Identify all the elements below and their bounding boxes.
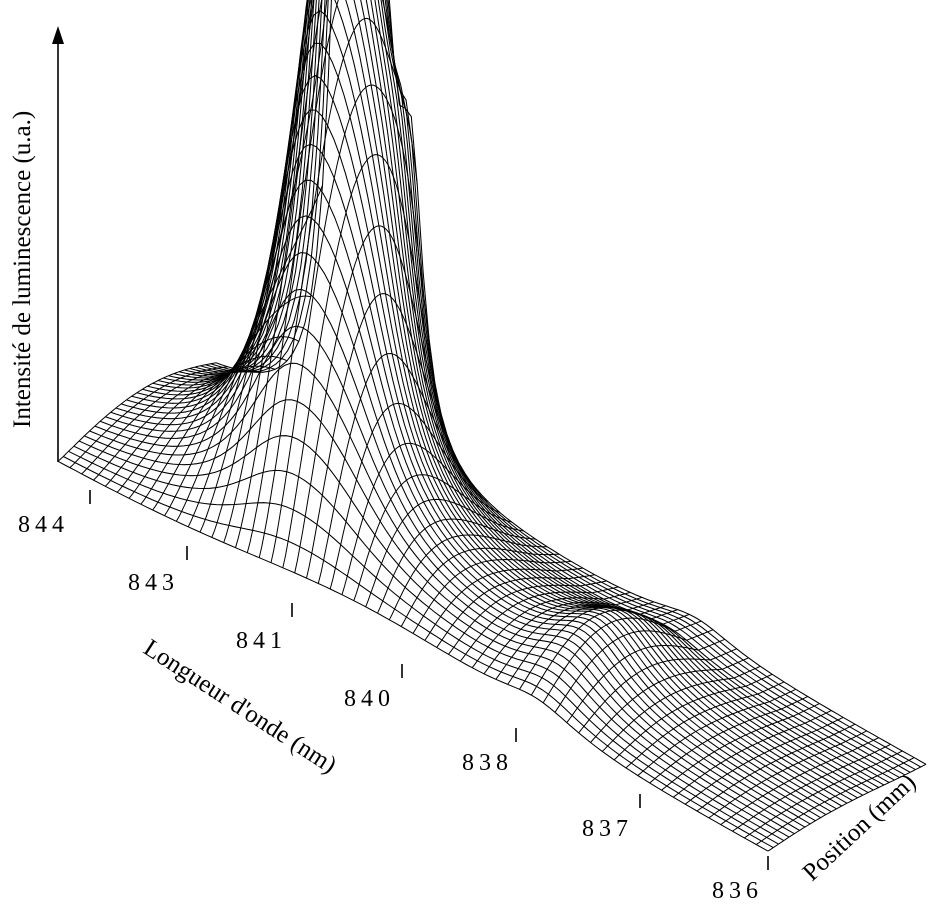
- wavelength-tick-label: 844: [18, 512, 69, 538]
- mesh-column-line: [684, 716, 844, 805]
- mesh-column-line: [744, 750, 903, 839]
- mesh-column-line: [223, 0, 313, 543]
- mesh-column-line: [767, 763, 927, 852]
- mesh-column-line: [211, 0, 308, 538]
- mesh-column-line: [57, 362, 217, 462]
- mesh-column-line: [673, 710, 832, 798]
- mesh-column-line: [235, 0, 394, 548]
- mesh-column-line: [601, 665, 761, 752]
- mesh-column-line: [377, 518, 536, 614]
- mesh-column-line: [93, 371, 252, 481]
- mesh-column-line: [152, 295, 311, 511]
- wavelength-axis-title: Longueur d'onde (nm): [139, 634, 341, 779]
- mesh-column-line: [424, 567, 583, 641]
- mesh-column-line: [613, 673, 773, 761]
- mesh-column-line: [353, 474, 512, 601]
- mesh-column-line: [530, 609, 690, 696]
- mesh-column-line: [294, 225, 454, 574]
- mesh-column-line: [542, 617, 702, 704]
- mesh-column-line: [696, 723, 856, 812]
- mesh-row-line: [184, 0, 895, 781]
- mesh-column-line: [554, 629, 714, 713]
- mesh-column-line: [116, 365, 276, 493]
- wavelength-tick-label: 840: [344, 686, 395, 712]
- intensity-axis-title: Intensité de luminescence (u.a.): [9, 111, 36, 428]
- mesh-column-line: [566, 638, 725, 723]
- mesh-column-line: [637, 688, 797, 776]
- mesh-column-line: [720, 737, 879, 826]
- mesh-column-line: [471, 591, 631, 669]
- mesh-column-line: [590, 657, 749, 743]
- mesh-column-line: [69, 366, 228, 468]
- mesh-column-line: [578, 648, 737, 734]
- mesh-column-line: [128, 355, 288, 499]
- mesh-column-line: [755, 757, 915, 845]
- mesh-column-line: [436, 574, 595, 648]
- mesh-row-line: [163, 0, 874, 791]
- mesh-column-line: [341, 442, 501, 595]
- mesh-column-line: [81, 369, 240, 475]
- mesh-column-line: [388, 534, 548, 621]
- wavelength-tick-label: 837: [582, 816, 633, 842]
- mesh-column-line: [661, 703, 820, 791]
- mesh-column-line: [246, 0, 406, 553]
- mesh-column-line: [365, 498, 524, 607]
- mesh-column-line: [140, 336, 300, 505]
- mesh-column-line: [448, 580, 607, 655]
- mesh-column-line: [412, 559, 572, 634]
- wavelength-tick-label: 838: [462, 750, 513, 776]
- mesh-column-line: [708, 730, 868, 819]
- mesh-row-line: [142, 10, 853, 801]
- mesh-column-line: [732, 743, 891, 832]
- mesh-row-line: [194, 0, 906, 776]
- mesh-column-line: [459, 586, 619, 662]
- wavelength-ticks: 844 843 841 840 838 837 836: [18, 490, 769, 904]
- mesh-column-line: [199, 0, 309, 533]
- mesh-column-line: [282, 154, 442, 568]
- mesh-row-line: [136, 42, 848, 804]
- mesh-column-line: [306, 293, 465, 579]
- mesh-column-line: [270, 84, 430, 563]
- mesh-column-line: [317, 353, 477, 584]
- mesh-column-line: [625, 681, 785, 769]
- mesh-column-line: [649, 696, 808, 784]
- intensity-axis-arrow: [52, 26, 64, 44]
- mesh-column-line: [164, 185, 323, 516]
- wavelength-tick-label: 841: [236, 628, 287, 654]
- mesh-column-line: [329, 402, 489, 590]
- mesh-row-line: [178, 0, 890, 783]
- wavelength-tick-label: 836: [712, 878, 763, 904]
- mesh-row-line: [94, 325, 806, 828]
- mesh-column-line: [400, 547, 560, 627]
- mesh-column-line: [483, 596, 643, 675]
- surface-mesh: [57, 0, 927, 852]
- mesh-row-line: [110, 215, 821, 819]
- wavelength-tick-label: 843: [128, 570, 179, 596]
- mesh-row-line: [210, 0, 921, 768]
- mesh-row-line: [173, 0, 885, 786]
- mesh-column-line: [258, 17, 418, 558]
- mesh-row-line: [73, 445, 785, 842]
- position-axis-title: Position (mm): [798, 769, 922, 887]
